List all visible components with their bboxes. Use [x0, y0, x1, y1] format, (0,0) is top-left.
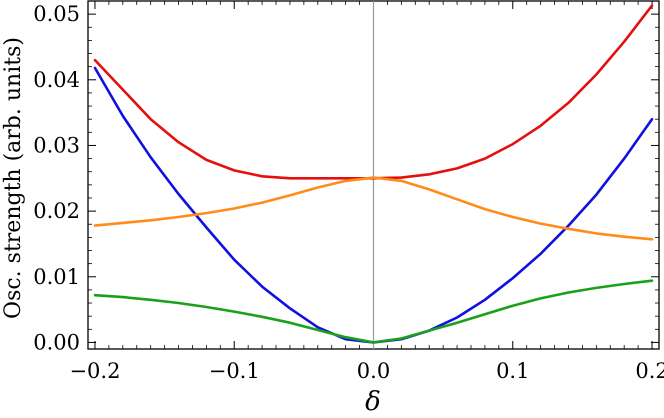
series-line-3: [93, 176, 654, 241]
x-tick-label: −0.1: [209, 359, 260, 383]
y-tick-label: 0.03: [33, 133, 80, 157]
tick-labels: −0.2 −0.1 0.0 0.1 0.2 0.00 0.01 0.02 0.03 0.04 0.0…: [33, 2, 664, 383]
x-tick-label: 0.1: [496, 359, 529, 383]
y-tick-label: 0.01: [33, 265, 80, 289]
x-tick-label: 0.0: [357, 359, 390, 383]
series-line-4: [93, 279, 654, 344]
x-tick-label: −0.2: [69, 359, 120, 383]
series-group: [93, 4, 654, 344]
x-axis-label: δ: [365, 387, 381, 417]
y-tick-label: 0.00: [33, 330, 80, 354]
y-tick-label: 0.04: [33, 68, 80, 92]
x-tick-label: 0.2: [635, 359, 664, 383]
y-tick-label: 0.02: [33, 199, 80, 223]
y-axis-label: Osc. strength (arb. units): [1, 37, 26, 319]
y-tick-label: 0.05: [33, 2, 80, 26]
